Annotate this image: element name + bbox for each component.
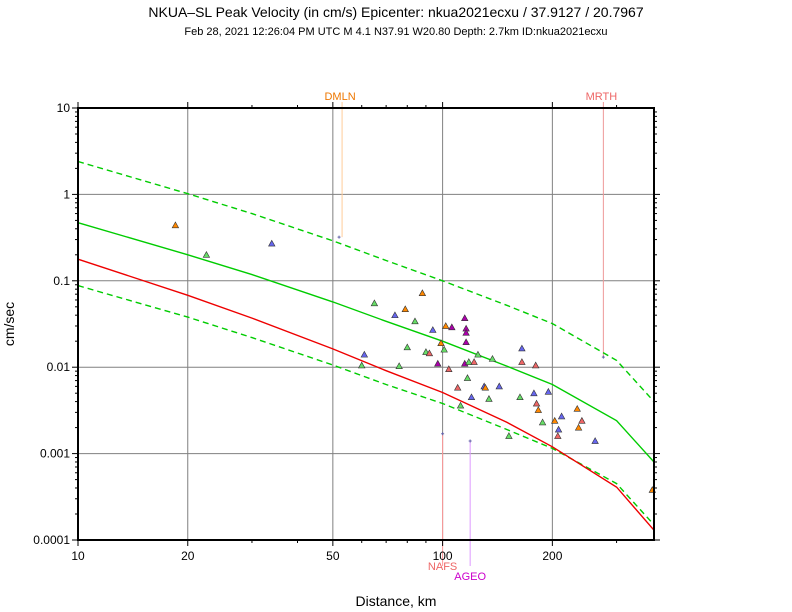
curve-median-red: [77, 258, 655, 531]
data-point: [578, 416, 586, 424]
plot-frame: [77, 107, 655, 541]
station-label: DMLN: [324, 91, 355, 103]
data-point: [488, 355, 497, 362]
data-point: [391, 311, 399, 319]
station-marker: [601, 355, 605, 359]
data-point: [360, 350, 369, 358]
data-point: [495, 382, 503, 390]
data-point: [268, 239, 276, 247]
station-label: AGEO: [454, 571, 486, 583]
x-axis-label: Distance, km: [356, 593, 437, 609]
x-tick-label: 200: [542, 549, 562, 563]
y-tick-label: 10: [57, 101, 71, 115]
curve-layer: [77, 160, 655, 531]
data-point: [401, 305, 409, 312]
data-point: [429, 326, 437, 333]
data-point: [530, 389, 538, 397]
point-layer: [171, 221, 657, 493]
station-label: MRTH: [586, 91, 618, 103]
data-point: [538, 418, 547, 426]
y-tick-label: 0.001: [40, 447, 70, 461]
data-point: [465, 358, 473, 365]
data-point: [171, 221, 180, 229]
data-point: [518, 344, 526, 352]
data-point: [485, 395, 493, 402]
y-tick-label: 0.1: [53, 274, 70, 288]
curve-lower-green: [77, 284, 655, 526]
chart-subtitle: Feb 28, 2021 12:26:04 PM UTC M 4.1 N37.9…: [184, 26, 608, 38]
data-point: [544, 387, 553, 395]
curve-median-green: [77, 222, 655, 463]
data-point: [516, 393, 524, 401]
data-point: [534, 406, 543, 413]
data-point: [448, 323, 456, 331]
data-point: [467, 393, 476, 401]
data-point: [358, 361, 366, 369]
station-marker: [441, 432, 445, 436]
data-point: [425, 349, 434, 357]
data-point: [474, 350, 482, 358]
data-point: [437, 339, 445, 346]
data-point: [442, 322, 450, 329]
data-point: [418, 289, 427, 296]
x-tick-label: 10: [71, 549, 85, 563]
y-tick-label: 1: [63, 187, 70, 201]
data-point: [574, 423, 583, 431]
data-point: [557, 412, 566, 420]
y-axis-label: cm/sec: [1, 302, 17, 346]
chart-title: NKUA–SL Peak Velocity (in cm/s) Epicente…: [148, 4, 644, 20]
curve-upper-green: [77, 160, 655, 403]
data-point: [202, 250, 211, 258]
station-marker: [337, 235, 341, 239]
x-tick-label: 50: [326, 549, 340, 563]
data-point: [461, 314, 469, 321]
y-tick-label: 0.01: [47, 360, 71, 374]
data-point: [554, 425, 563, 433]
data-point: [395, 362, 403, 369]
data-point: [370, 299, 379, 307]
data-point: [462, 329, 470, 336]
data-point: [505, 432, 513, 439]
data-point: [532, 399, 541, 407]
data-point: [456, 401, 465, 409]
data-point: [453, 383, 462, 391]
data-point: [411, 317, 419, 325]
y-tick-label: 0.0001: [33, 533, 70, 547]
grid-layer: [78, 108, 654, 540]
data-point: [470, 358, 478, 365]
data-point: [440, 345, 448, 353]
data-point: [481, 383, 490, 391]
data-point: [531, 361, 540, 369]
data-point: [554, 432, 562, 439]
data-point: [573, 404, 581, 412]
station-marker: [468, 439, 472, 443]
station-label: NAFS: [428, 561, 457, 573]
data-point: [445, 365, 453, 372]
data-point: [462, 338, 470, 346]
x-tick-label: 20: [181, 549, 195, 563]
data-point: [403, 343, 411, 351]
data-point: [434, 359, 442, 367]
x-tick-label: 100: [433, 549, 453, 563]
data-point: [518, 358, 526, 365]
axis-layer: 10 20 50 100 200 0.0001 0.001 0.01 0.1 1 10: [33, 101, 660, 563]
data-point: [591, 437, 599, 444]
data-point: [551, 416, 559, 424]
data-point: [463, 374, 472, 381]
